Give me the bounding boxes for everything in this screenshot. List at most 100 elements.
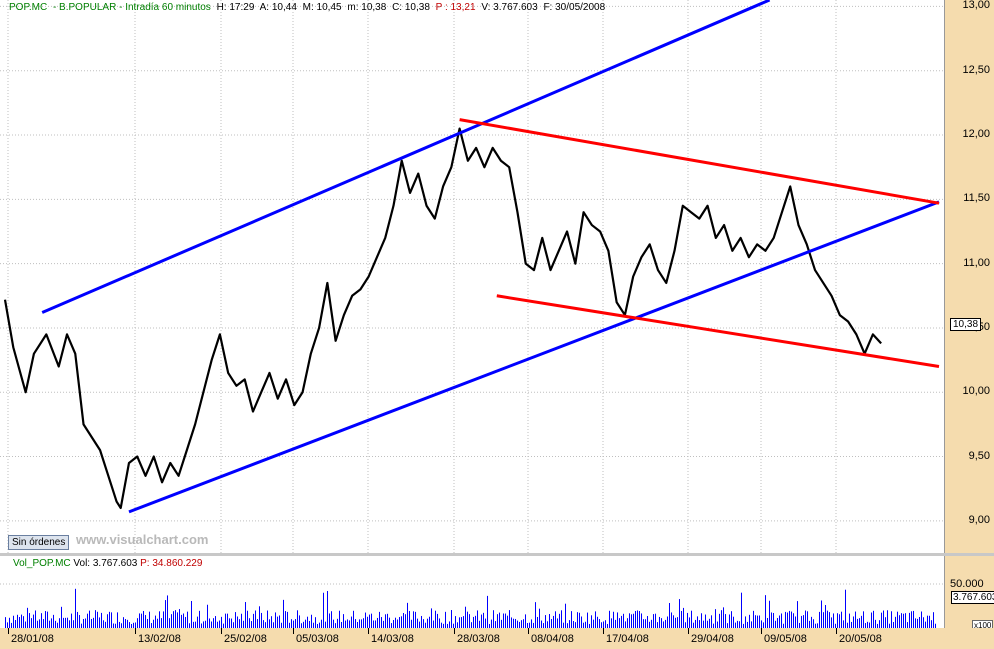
trend-line[interactable] bbox=[496, 294, 940, 369]
volume-bar bbox=[557, 618, 558, 628]
volume-bar bbox=[19, 617, 20, 628]
volume-bar bbox=[737, 620, 738, 628]
volume-bar bbox=[255, 610, 256, 628]
volume-bar bbox=[35, 610, 36, 628]
volume-bar bbox=[77, 611, 78, 628]
volume-bar bbox=[921, 611, 922, 628]
header-high: M: 10,45 bbox=[302, 2, 342, 13]
volume-bar bbox=[897, 611, 898, 628]
pane-separator[interactable] bbox=[0, 553, 994, 556]
volume-bar bbox=[191, 600, 192, 628]
volume-bar bbox=[139, 613, 140, 628]
volume-bar bbox=[679, 599, 680, 628]
volume-bar bbox=[741, 592, 742, 628]
volume-bar bbox=[889, 623, 890, 628]
trend-line[interactable] bbox=[128, 200, 940, 514]
volume-bar bbox=[357, 621, 358, 628]
volume-bar bbox=[387, 613, 388, 628]
volume-bar bbox=[361, 619, 362, 628]
volume-bar bbox=[935, 623, 936, 628]
volume-bar bbox=[161, 618, 162, 628]
date-tick bbox=[368, 628, 369, 634]
volume-bar bbox=[415, 611, 416, 628]
volume-bar bbox=[39, 619, 40, 628]
volume-bar bbox=[407, 602, 408, 628]
volume-bar bbox=[705, 614, 706, 628]
volume-bar bbox=[99, 617, 100, 628]
volume-bar bbox=[777, 618, 778, 628]
volume-bar bbox=[491, 619, 492, 628]
volume-bar bbox=[541, 620, 542, 628]
volume-bar bbox=[21, 614, 22, 628]
volume-bar bbox=[137, 618, 138, 628]
volume-bar bbox=[643, 619, 644, 628]
volume-bar bbox=[325, 621, 326, 628]
volume-bar bbox=[773, 612, 774, 628]
volume-bar bbox=[663, 621, 664, 628]
volume-bar bbox=[481, 614, 482, 628]
trend-line[interactable] bbox=[459, 118, 940, 205]
volume-bar bbox=[569, 620, 570, 628]
volume-bar bbox=[797, 601, 798, 628]
volume-bar bbox=[183, 613, 184, 628]
price-axis[interactable]: 13,0012,5012,0011,5011,0010,5010,009,509… bbox=[944, 0, 994, 553]
date-tick bbox=[688, 628, 689, 634]
volume-bar bbox=[347, 619, 348, 628]
volume-bar bbox=[141, 613, 142, 628]
volume-bar bbox=[7, 622, 8, 628]
volume-bar bbox=[771, 612, 772, 628]
volume-chart-area[interactable] bbox=[0, 556, 944, 628]
volume-bar bbox=[343, 614, 344, 628]
volume-bar bbox=[177, 612, 178, 628]
volume-bar bbox=[41, 613, 42, 628]
volume-bar bbox=[717, 621, 718, 628]
volume-bar bbox=[465, 606, 466, 628]
volume-bar bbox=[693, 622, 694, 628]
trend-line[interactable] bbox=[41, 0, 771, 314]
volume-bar bbox=[845, 589, 846, 628]
volume-bar bbox=[91, 618, 92, 628]
volume-bar bbox=[213, 618, 214, 628]
price-tick-label: 12,50 bbox=[962, 63, 990, 76]
volume-bar bbox=[671, 612, 672, 628]
volume-bar bbox=[163, 611, 164, 628]
volume-bar bbox=[9, 617, 10, 628]
volume-bar bbox=[49, 620, 50, 628]
volume-bar bbox=[647, 616, 648, 628]
volume-bar bbox=[101, 612, 102, 628]
volume-bar bbox=[337, 618, 338, 628]
volume-bar bbox=[529, 622, 530, 628]
volume-bar bbox=[373, 620, 374, 628]
volume-bar bbox=[393, 620, 394, 628]
volume-bar bbox=[653, 614, 654, 628]
volume-bar bbox=[651, 619, 652, 628]
volume-bar bbox=[477, 610, 478, 628]
volume-bar bbox=[883, 610, 884, 628]
volume-bar bbox=[285, 611, 286, 628]
volume-bar bbox=[547, 621, 548, 628]
volume-bar bbox=[93, 617, 94, 628]
volume-bar bbox=[911, 611, 912, 628]
volume-bar bbox=[181, 614, 182, 628]
volume-bar bbox=[765, 595, 766, 628]
volume-bar bbox=[311, 614, 312, 628]
price-chart-area[interactable]: POP.MC - B.POPULAR - Intradía 60 minutos… bbox=[0, 0, 944, 553]
price-tick-label: 13,00 bbox=[962, 0, 990, 12]
volume-bar bbox=[903, 613, 904, 628]
volume-bar bbox=[881, 612, 882, 628]
volume-bar bbox=[29, 613, 30, 628]
volume-bar bbox=[375, 620, 376, 628]
date-axis[interactable] bbox=[0, 628, 994, 649]
volume-bar bbox=[593, 619, 594, 628]
volume-bar bbox=[25, 621, 26, 628]
volume-bar bbox=[221, 616, 222, 628]
orders-button[interactable]: Sin órdenes bbox=[8, 535, 70, 550]
volume-bar bbox=[289, 622, 290, 628]
date-tick bbox=[135, 628, 136, 634]
volume-bar bbox=[267, 610, 268, 628]
volume-bar bbox=[645, 619, 646, 628]
volume-label: Vol_POP.MC bbox=[13, 558, 71, 569]
volume-bar bbox=[781, 613, 782, 628]
volume-bar bbox=[111, 612, 112, 628]
volume-bar bbox=[609, 610, 610, 628]
